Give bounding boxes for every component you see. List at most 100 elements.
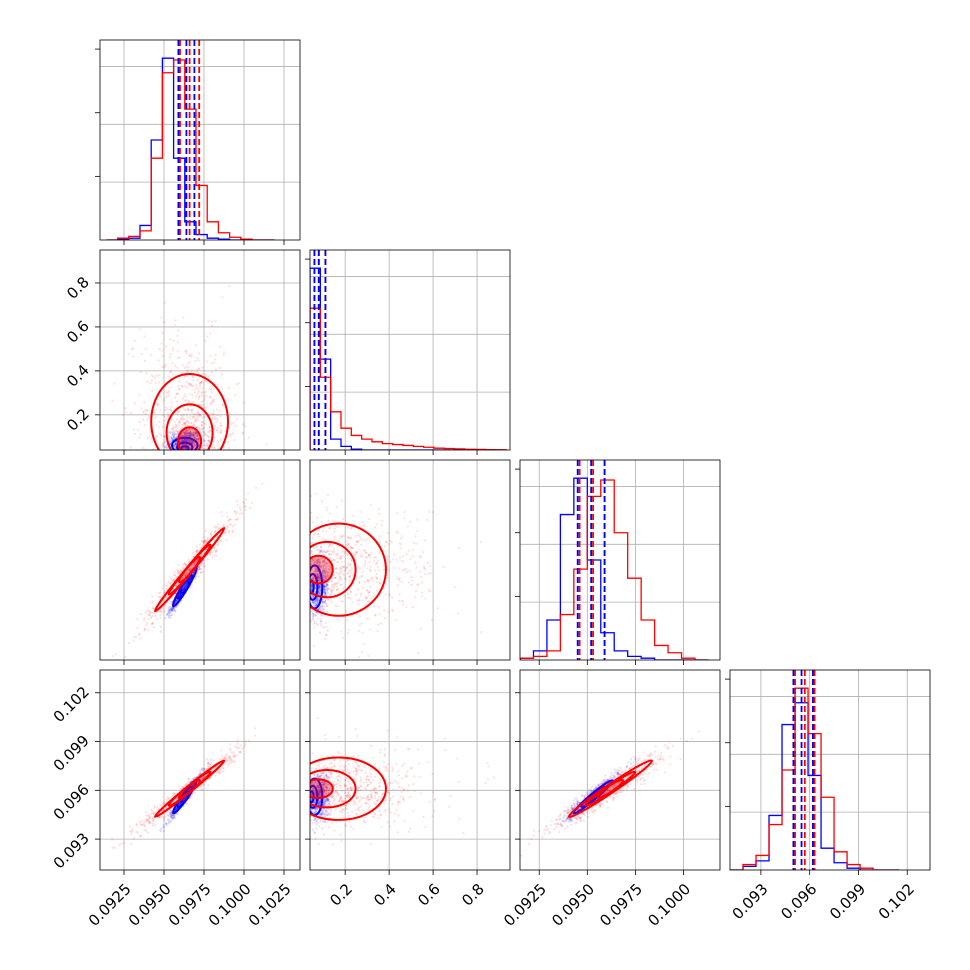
scatter-point-red — [410, 576, 413, 579]
scatter-point-red — [184, 349, 187, 352]
scatter-point-red — [337, 552, 340, 555]
scatter-point-red — [178, 388, 181, 391]
scatter-point-red — [378, 541, 381, 544]
scatter-point-red — [161, 414, 165, 417]
scatter-point-red — [312, 533, 315, 536]
scatter-point-red — [142, 619, 146, 622]
scatter-point-blue — [319, 620, 323, 623]
scatter-point-red — [183, 385, 187, 388]
scatter-point-blue — [207, 431, 210, 434]
scatter-point-red — [146, 409, 149, 412]
scatter-point-red — [181, 435, 185, 438]
scatter-point-red — [175, 595, 178, 599]
scatter-point-red — [151, 606, 154, 609]
scatter-point-red — [187, 399, 190, 402]
scatter-point-red — [189, 415, 192, 418]
scatter-point-red — [192, 388, 195, 391]
scatter-point-blue — [185, 582, 188, 585]
scatter-point-red — [178, 571, 181, 575]
scatter-point-red — [374, 569, 377, 572]
scatter-point-red — [192, 384, 195, 387]
scatter-point-red — [215, 554, 219, 557]
scatter-point-blue — [192, 433, 195, 436]
scatter-point-red — [148, 614, 151, 617]
scatter-point-red — [214, 549, 217, 552]
scatter-point-red — [345, 609, 348, 613]
scatter-point-red — [138, 420, 141, 424]
scatter-point-red — [390, 608, 394, 611]
scatter-point-red — [408, 570, 411, 573]
scatter-point-red — [176, 412, 179, 416]
scatter-point-red — [427, 572, 431, 575]
scatter-point-red — [200, 423, 203, 427]
scatter-point-red — [183, 432, 186, 435]
scatter-point-red — [241, 431, 244, 434]
scatter-point-red — [210, 535, 213, 538]
scatter-point-red — [178, 568, 181, 572]
scatter-point-red — [206, 558, 210, 561]
scatter-point-blue — [187, 429, 190, 433]
scatter-point-blue — [185, 583, 189, 587]
scatter-point-blue — [182, 439, 185, 442]
scatter-point-red — [315, 621, 318, 625]
scatter-point-red — [199, 570, 202, 574]
scatter-point-red — [210, 530, 213, 534]
scatter-point-red — [172, 433, 175, 436]
scatter-point-blue — [188, 439, 191, 442]
scatter-point-red — [168, 814, 171, 817]
scatter-point-red — [187, 571, 190, 574]
scatter-point-red — [191, 431, 194, 434]
scatter-point-red — [337, 560, 340, 563]
scatter-point-red — [312, 644, 316, 648]
scatter-point-red — [373, 560, 376, 563]
scatter-point-red — [196, 550, 199, 553]
scatter-point-red — [334, 604, 337, 607]
scatter-point-red — [320, 624, 323, 628]
scatter-point-red — [189, 431, 192, 434]
scatter-point-red — [165, 395, 168, 398]
scatter-point-red — [181, 416, 184, 419]
scatter-point-red — [185, 573, 188, 576]
scatter-point-red — [180, 384, 183, 387]
scatter-point-red — [341, 517, 345, 521]
scatter-point-blue — [181, 439, 185, 442]
scatter-point-red — [179, 418, 183, 421]
scatter-point-blue — [168, 611, 172, 614]
scatter-point-red — [233, 523, 237, 526]
scatter-point-blue — [194, 432, 197, 435]
scatter-point-red — [164, 390, 167, 394]
scatter-point-red — [209, 396, 212, 399]
scatter-point-red — [183, 435, 186, 438]
scatter-point-red — [216, 448, 219, 450]
scatter-point-red — [224, 527, 227, 531]
scatter-point-blue — [172, 444, 176, 448]
scatter-point-blue — [176, 432, 179, 435]
scatter-point-red — [202, 373, 205, 376]
scatter-point-blue — [190, 432, 193, 436]
scatter-point-red — [376, 662, 378, 664]
scatter-point-red — [154, 408, 158, 411]
scatter-point-red — [202, 431, 205, 434]
scatter-point-red — [181, 316, 185, 319]
scatter-point-red — [183, 446, 186, 449]
scatter-point-red — [150, 616, 153, 620]
scatter-point-red — [351, 573, 354, 576]
scatter-point-red — [134, 635, 137, 638]
scatter-point-red — [196, 387, 200, 390]
scatter-point-blue — [184, 447, 187, 450]
scatter-point-red — [337, 539, 340, 542]
scatter-point-blue — [185, 434, 189, 437]
scatter-point-red — [220, 373, 223, 376]
scatter-point-red — [479, 540, 483, 543]
scatter-point-red — [210, 390, 213, 394]
scatter-point-red — [183, 393, 186, 396]
scatter-point-red — [194, 418, 197, 421]
scatter-point-red — [149, 354, 153, 357]
scatter-point-red — [310, 586, 313, 589]
scatter-point-red — [213, 445, 216, 449]
scatter-point-red — [372, 595, 375, 598]
scatter-point-red — [209, 395, 212, 399]
scatter-point-red — [191, 416, 195, 419]
scatter-point-red — [219, 429, 223, 433]
scatter-point-red — [339, 576, 342, 579]
